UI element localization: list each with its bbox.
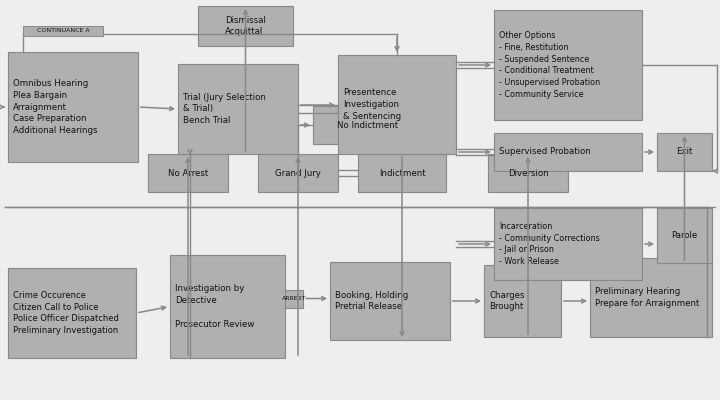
FancyBboxPatch shape bbox=[170, 255, 285, 358]
Text: Diversion: Diversion bbox=[508, 168, 549, 178]
Text: Presentence
Investigation
& Sentencing: Presentence Investigation & Sentencing bbox=[343, 88, 401, 121]
FancyBboxPatch shape bbox=[488, 154, 568, 192]
Text: Crime Occurence
Citizen Call to Police
Police Officer Dispatched
Preliminary Inv: Crime Occurence Citizen Call to Police P… bbox=[13, 291, 119, 335]
Text: CONTINUANCE A: CONTINUANCE A bbox=[37, 28, 89, 34]
FancyBboxPatch shape bbox=[8, 52, 138, 162]
FancyBboxPatch shape bbox=[657, 133, 712, 171]
FancyBboxPatch shape bbox=[494, 133, 642, 171]
Text: Booking, Holding
Pretrial Release: Booking, Holding Pretrial Release bbox=[335, 290, 408, 311]
Text: Other Options
- Fine, Restitution
- Suspended Sentence
- Conditional Treatment
-: Other Options - Fine, Restitution - Susp… bbox=[499, 31, 600, 99]
Text: Preliminary Hearing
Prepare for Arraignment: Preliminary Hearing Prepare for Arraignm… bbox=[595, 287, 699, 308]
FancyBboxPatch shape bbox=[198, 6, 293, 46]
FancyBboxPatch shape bbox=[358, 154, 446, 192]
FancyBboxPatch shape bbox=[285, 290, 303, 308]
FancyBboxPatch shape bbox=[338, 55, 456, 154]
FancyBboxPatch shape bbox=[330, 262, 450, 340]
Text: Parole: Parole bbox=[671, 231, 698, 240]
FancyBboxPatch shape bbox=[8, 268, 136, 358]
FancyBboxPatch shape bbox=[23, 26, 103, 36]
FancyBboxPatch shape bbox=[494, 10, 642, 120]
FancyBboxPatch shape bbox=[484, 265, 561, 337]
Text: Grand Jury: Grand Jury bbox=[275, 168, 321, 178]
FancyBboxPatch shape bbox=[313, 106, 423, 144]
Text: Incarceration
- Community Corrections
- Jail or Prison
- Work Release: Incarceration - Community Corrections - … bbox=[499, 222, 600, 266]
Text: Exit: Exit bbox=[676, 148, 693, 156]
Text: Charges
Brought: Charges Brought bbox=[489, 290, 524, 311]
FancyBboxPatch shape bbox=[178, 64, 298, 154]
FancyBboxPatch shape bbox=[148, 154, 228, 192]
Text: Indictment: Indictment bbox=[379, 168, 426, 178]
Text: Dismissal
Acquittal: Dismissal Acquittal bbox=[225, 16, 266, 36]
FancyBboxPatch shape bbox=[494, 208, 642, 280]
Text: Supervised Probation: Supervised Probation bbox=[499, 148, 590, 156]
FancyBboxPatch shape bbox=[590, 258, 712, 337]
Text: No Indictment: No Indictment bbox=[338, 120, 399, 130]
Text: Omnibus Hearing
Plea Bargain
Arraignment
Case Preparation
Additional Hearings: Omnibus Hearing Plea Bargain Arraignment… bbox=[13, 79, 97, 135]
Text: No Arrest: No Arrest bbox=[168, 168, 208, 178]
Text: Trial (Jury Selection
& Trial)
Bench Trial: Trial (Jury Selection & Trial) Bench Tri… bbox=[183, 93, 266, 125]
Text: Investigation by
Detective

Prosecutor Review: Investigation by Detective Prosecutor Re… bbox=[175, 284, 254, 329]
FancyBboxPatch shape bbox=[258, 154, 338, 192]
FancyBboxPatch shape bbox=[657, 208, 712, 263]
Text: ARREST: ARREST bbox=[282, 296, 306, 301]
